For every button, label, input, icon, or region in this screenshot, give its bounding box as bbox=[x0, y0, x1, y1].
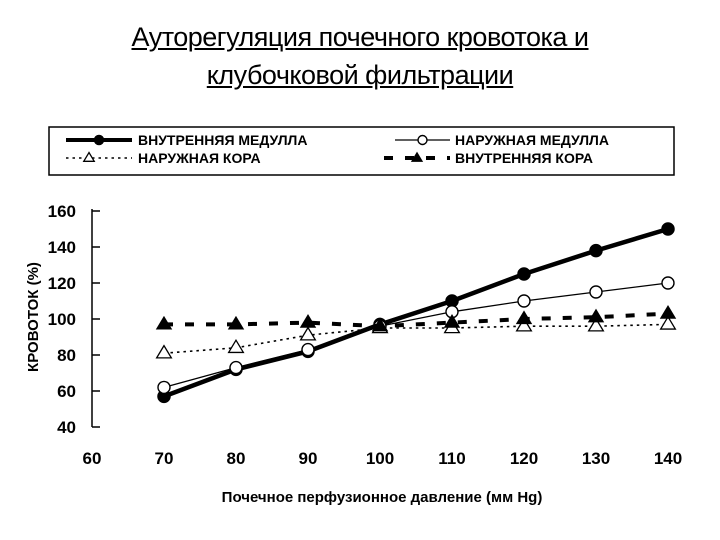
data-point bbox=[371, 317, 389, 332]
legend-swatch-marker bbox=[410, 151, 424, 162]
y-axis-label: КРОВОТОК (%) bbox=[25, 262, 42, 372]
series-4 bbox=[155, 305, 677, 332]
legend-swatch-marker bbox=[82, 151, 96, 162]
x-tick-label: 70 bbox=[155, 449, 174, 468]
data-point bbox=[227, 338, 245, 354]
data-point bbox=[517, 294, 531, 308]
x-tick-label: 110 bbox=[438, 449, 465, 468]
y-tick-label: 140 bbox=[48, 238, 76, 257]
data-point bbox=[155, 315, 173, 330]
axes: 40 60 80 100 120 140 160 60 70 80 90 100 110 120 130 14… bbox=[48, 202, 683, 468]
data-point bbox=[515, 317, 533, 332]
data-point bbox=[515, 310, 533, 325]
x-tick-label: 90 bbox=[299, 449, 318, 468]
data-point bbox=[659, 305, 677, 319]
legend-label: ВНУТРЕННЯЯ КОРА bbox=[455, 150, 593, 166]
series-line bbox=[164, 311, 669, 329]
chart-title: Ауторегуляция почечного кровотока и клуб… bbox=[0, 18, 720, 94]
legend-label: НАРУЖНАЯ МЕДУЛЛА bbox=[455, 132, 609, 148]
data-point bbox=[301, 342, 315, 357]
legend-item-4: ВНУТРЕННЯЯ КОРА bbox=[384, 150, 593, 166]
series-line bbox=[163, 282, 669, 389]
legend-swatch-marker bbox=[93, 134, 105, 146]
data-point bbox=[443, 314, 461, 328]
series-line bbox=[163, 226, 669, 399]
data-point bbox=[589, 285, 603, 299]
y-tick-label: 60 bbox=[57, 382, 76, 401]
x-axis-label: Почечное перфузионное давление (мм Hg) bbox=[222, 489, 543, 506]
legend-label: ВНУТРЕННЯЯ МЕДУЛЛА bbox=[138, 132, 307, 148]
data-point bbox=[299, 326, 317, 341]
data-point bbox=[229, 360, 243, 375]
data-point bbox=[227, 315, 245, 330]
x-tick-label: 140 bbox=[654, 449, 682, 468]
chart-title-line-2: клубочковой фильтрации bbox=[206, 60, 514, 90]
legend-item-1: ВНУТРЕННЯЯ МЕДУЛЛА bbox=[66, 132, 307, 148]
data-point bbox=[661, 276, 675, 290]
chart-title-line-1: Ауторегуляция почечного кровотока и bbox=[131, 22, 589, 52]
data-point bbox=[157, 380, 171, 395]
legend-item-2: НАРУЖНАЯ МЕДУЛЛА bbox=[395, 132, 609, 148]
data-point bbox=[587, 317, 605, 332]
legend-frame bbox=[48, 126, 675, 176]
data-point bbox=[589, 243, 603, 258]
data-point bbox=[587, 308, 605, 323]
legend-swatch-marker bbox=[417, 134, 428, 146]
legend-label: НАРУЖНАЯ КОРА bbox=[138, 150, 261, 166]
series-layer bbox=[155, 222, 677, 404]
x-tick-label: 80 bbox=[227, 449, 246, 468]
y-tick-label: 80 bbox=[57, 346, 76, 365]
y-tick-label: 40 bbox=[57, 418, 76, 437]
data-point bbox=[659, 315, 677, 330]
data-point bbox=[661, 222, 675, 236]
x-tick-label: 130 bbox=[582, 449, 610, 468]
y-tick-label: 100 bbox=[48, 310, 76, 329]
legend-item-3: НАРУЖНАЯ КОРА bbox=[66, 150, 261, 166]
x-tick-label: 100 bbox=[366, 449, 394, 468]
x-tick-label: 60 bbox=[83, 449, 102, 468]
y-tick-label: 160 bbox=[48, 202, 76, 221]
data-point bbox=[155, 344, 173, 359]
legend: ВНУТРЕННЯЯ МЕДУЛЛА НАРУЖНАЯ МЕДУЛЛА НАРУЖН… bbox=[48, 126, 675, 176]
series-line bbox=[163, 323, 669, 354]
x-tick-label: 120 bbox=[510, 449, 538, 468]
data-point bbox=[299, 314, 317, 328]
data-point bbox=[517, 267, 531, 281]
y-tick-label: 120 bbox=[48, 274, 76, 293]
